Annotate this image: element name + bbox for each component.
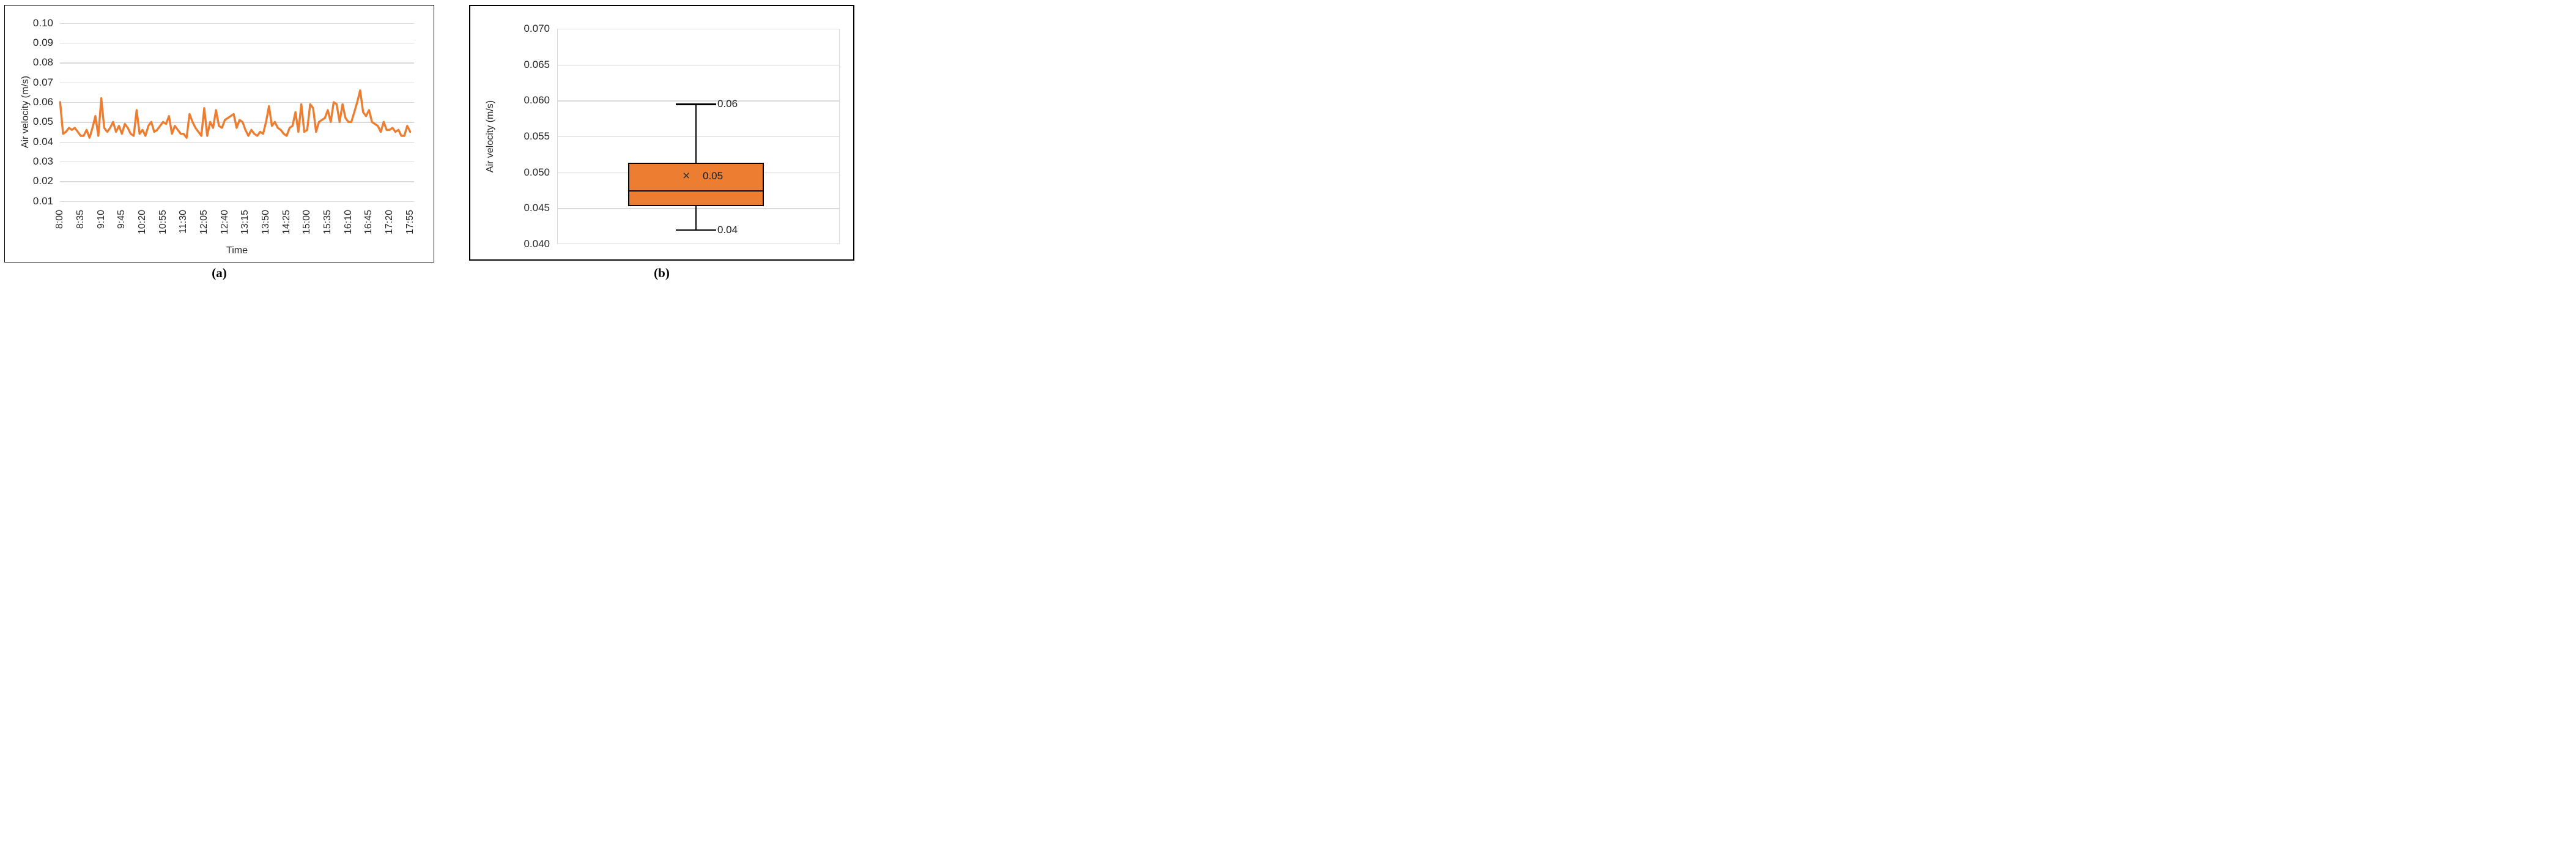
lower-whisker-cap: [676, 229, 716, 231]
x-axis-title-line-chart: Time: [226, 245, 248, 256]
y-tick-label: 0.040: [524, 238, 550, 250]
y-tick-label: 0.045: [524, 202, 550, 214]
panel-box-plot: Air velocity (m/s) 0.070 0.065 0.060 0.055 0…: [469, 5, 854, 261]
gridline-y: [60, 181, 414, 182]
max-value-label: 0.06: [717, 98, 738, 110]
gridline-y: [557, 136, 840, 138]
y-tick-label: 0.065: [524, 58, 550, 70]
gridline-y: [60, 62, 414, 64]
y-tick-label: 0.03: [32, 155, 53, 167]
y-tick-label: 0.04: [32, 135, 53, 147]
y-tick-label: 0.07: [32, 76, 53, 88]
min-value-label: 0.04: [717, 223, 738, 236]
y-tick-label: 0.060: [524, 94, 550, 106]
y-tick-label: 0.02: [32, 175, 53, 187]
iqr-box: [628, 163, 764, 206]
air-velocity-line-series: [59, 89, 412, 139]
caption-b: (b): [654, 266, 670, 280]
y-tick-label: 0.070: [524, 23, 550, 34]
median-line: [629, 190, 763, 192]
mean-marker: ×: [683, 168, 690, 183]
y-tick-label: 0.10: [32, 17, 53, 29]
upper-whisker-cap: [676, 103, 716, 105]
upper-whisker-stem: [695, 104, 697, 163]
gridline-y: [60, 201, 414, 203]
line-series-path: [59, 89, 412, 139]
lower-whisker-stem: [695, 206, 697, 230]
gridline-y: [557, 208, 840, 209]
y-tick-label: 0.06: [32, 96, 53, 108]
panel-line-chart: Air velocity (m/s) Time 0.10 0.09 0.08 0.07…: [4, 5, 434, 262]
gridline-y: [60, 23, 414, 24]
y-tick-label: 0.055: [524, 130, 550, 142]
y-tick-label: 0.01: [32, 195, 53, 207]
y-tick-label: 0.08: [32, 56, 53, 69]
y-axis-title-box-plot: Air velocity (m/s): [485, 100, 495, 173]
caption-a: (a): [212, 266, 227, 280]
y-tick-label: 0.09: [32, 37, 53, 48]
mean-value-label: 0.05: [703, 169, 724, 182]
y-tick-label: 0.050: [524, 166, 550, 178]
figure-canvas: Air velocity (m/s) Time 0.10 0.09 0.08 0.07…: [0, 0, 859, 286]
y-tick-label: 0.05: [32, 116, 53, 128]
gridline-y: [60, 102, 414, 103]
gridline-y: [557, 100, 840, 102]
gridline-y: [60, 141, 414, 143]
